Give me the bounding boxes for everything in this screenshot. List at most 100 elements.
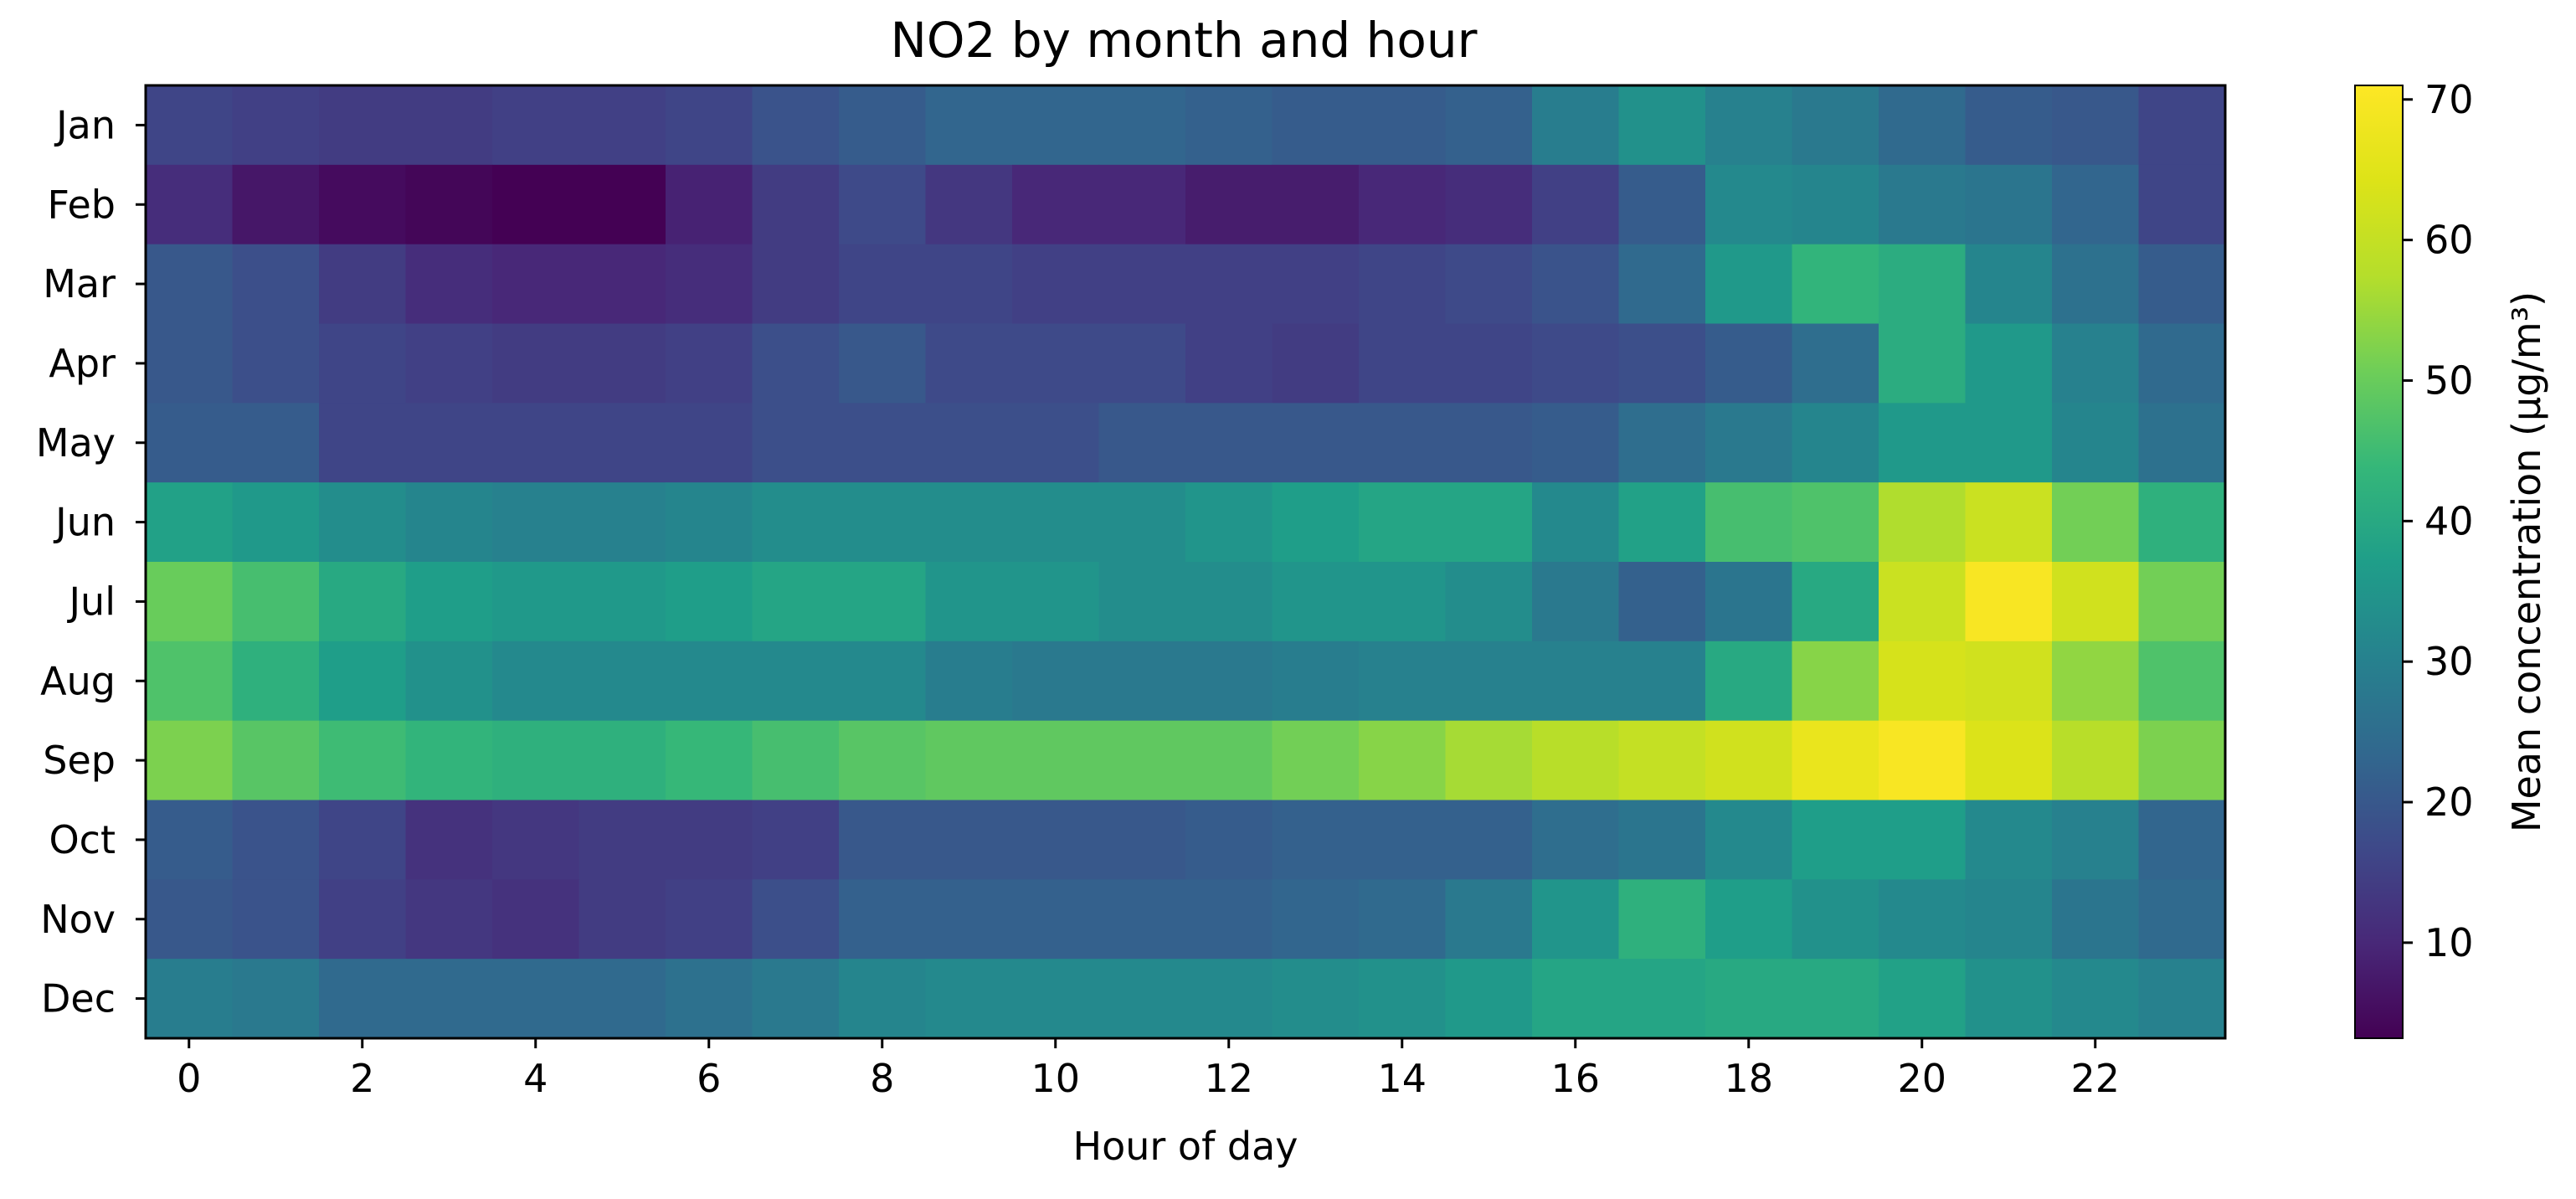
heatmap-cell bbox=[1012, 85, 1100, 166]
heatmap-cell bbox=[1879, 85, 1967, 166]
heatmap-cell bbox=[1098, 323, 1186, 404]
heatmap-cell bbox=[1185, 244, 1273, 325]
heatmap-cell bbox=[2138, 959, 2226, 1039]
heatmap-cell bbox=[1618, 800, 1706, 880]
heatmap-cell bbox=[839, 641, 927, 722]
heatmap-cell bbox=[492, 85, 580, 166]
heatmap-cell bbox=[666, 85, 753, 166]
heatmap-cell bbox=[146, 85, 234, 166]
heatmap-cell bbox=[146, 720, 234, 801]
heatmap-cell bbox=[925, 800, 1013, 880]
y-tick-label: Dec bbox=[41, 976, 116, 1021]
heatmap-cell bbox=[1012, 482, 1100, 563]
heatmap-cell bbox=[319, 641, 407, 722]
heatmap-cell bbox=[1272, 482, 1360, 563]
heatmap-cell bbox=[1618, 323, 1706, 404]
heatmap-cell bbox=[752, 641, 840, 722]
heatmap-cell bbox=[1098, 959, 1186, 1039]
x-tick-label: 16 bbox=[1550, 1056, 1600, 1101]
heatmap-cell bbox=[1098, 164, 1186, 245]
heatmap-cell bbox=[839, 879, 927, 960]
heatmap-cell bbox=[405, 879, 493, 960]
heatmap-cell bbox=[1445, 720, 1533, 801]
heatmap-cell bbox=[319, 85, 407, 166]
x-axis-label: Hour of day bbox=[1073, 1124, 1298, 1169]
heatmap-cell bbox=[232, 482, 320, 563]
heatmap-cell bbox=[1532, 164, 1620, 245]
chart-title: NO2 by month and hour bbox=[890, 12, 1477, 69]
x-tick-label: 4 bbox=[523, 1056, 548, 1101]
x-tick-label: 2 bbox=[350, 1056, 374, 1101]
heatmap-cell bbox=[1965, 959, 2053, 1039]
heatmap-cell bbox=[146, 562, 234, 642]
heatmap-cell bbox=[232, 403, 320, 483]
y-tick-label: Sep bbox=[43, 738, 116, 783]
heatmap-cell bbox=[2052, 800, 2140, 880]
heatmap-cell bbox=[1705, 244, 1793, 325]
heatmap-cell bbox=[839, 562, 927, 642]
heatmap-cell bbox=[752, 403, 840, 483]
heatmap-cell bbox=[1098, 85, 1186, 166]
heatmap-cell bbox=[1879, 720, 1967, 801]
heatmap-cell bbox=[1532, 720, 1620, 801]
heatmap-cell bbox=[1705, 959, 1793, 1039]
heatmap-cell bbox=[2052, 85, 2140, 166]
colorbar-tick-label: 30 bbox=[2424, 639, 2474, 684]
heatmap-cell bbox=[146, 323, 234, 404]
x-tick-label: 8 bbox=[870, 1056, 894, 1101]
heatmap-cell bbox=[2052, 403, 2140, 483]
heatmap-cell bbox=[925, 85, 1013, 166]
heatmap-cell bbox=[1532, 641, 1620, 722]
heatmap-cell bbox=[1879, 482, 1967, 563]
heatmap-cell bbox=[1618, 641, 1706, 722]
heatmap-cell bbox=[1618, 720, 1706, 801]
heatmap-cell bbox=[839, 164, 927, 245]
heatmap-cell bbox=[1012, 164, 1100, 245]
heatmap-cell bbox=[752, 800, 840, 880]
heatmap-cell bbox=[232, 879, 320, 960]
heatmap-cell bbox=[232, 959, 320, 1039]
heatmap-cell bbox=[1185, 720, 1273, 801]
heatmap-cell bbox=[146, 244, 234, 325]
heatmap-cell bbox=[1359, 482, 1447, 563]
heatmap-cell bbox=[1705, 800, 1793, 880]
heatmap-cell bbox=[1532, 800, 1620, 880]
heatmap-cell bbox=[752, 323, 840, 404]
heatmap-cell bbox=[1705, 482, 1793, 563]
heatmap-cell bbox=[1185, 85, 1273, 166]
heatmap-cell bbox=[146, 403, 234, 483]
heatmap-cell bbox=[1359, 323, 1447, 404]
heatmap-cell bbox=[1359, 879, 1447, 960]
heatmap-cell bbox=[232, 323, 320, 404]
heatmap-cell bbox=[578, 959, 666, 1039]
heatmap-cell bbox=[1618, 959, 1706, 1039]
heatmap-cell bbox=[319, 800, 407, 880]
x-tick-label: 14 bbox=[1377, 1056, 1427, 1101]
heatmap-cell bbox=[1879, 641, 1967, 722]
heatmap-cell bbox=[1445, 879, 1533, 960]
heatmap-cell bbox=[1012, 403, 1100, 483]
y-tick-label: Nov bbox=[40, 897, 116, 942]
heatmap-cell bbox=[232, 85, 320, 166]
heatmap-cell bbox=[1879, 879, 1967, 960]
heatmap-cell bbox=[1012, 879, 1100, 960]
heatmap-cell bbox=[578, 562, 666, 642]
heatmap-cell bbox=[1012, 562, 1100, 642]
heatmap-cell bbox=[839, 482, 927, 563]
heatmap-cell bbox=[925, 641, 1013, 722]
heatmap-cell bbox=[1272, 720, 1360, 801]
heatmap-cell bbox=[1445, 482, 1533, 563]
heatmap-cell bbox=[1879, 800, 1967, 880]
heatmap-cells bbox=[146, 85, 2226, 1039]
heatmap-cell bbox=[1879, 403, 1967, 483]
heatmap-cell bbox=[752, 959, 840, 1039]
heatmap-cell bbox=[1792, 244, 1879, 325]
heatmap-cell bbox=[492, 482, 580, 563]
heatmap-cell bbox=[1359, 403, 1447, 483]
heatmap-cell bbox=[2052, 562, 2140, 642]
colorbar-tick-label: 50 bbox=[2424, 358, 2474, 403]
heatmap-cell bbox=[1705, 403, 1793, 483]
heatmap-cell bbox=[146, 482, 234, 563]
heatmap-cell bbox=[1272, 403, 1360, 483]
heatmap-cell bbox=[925, 323, 1013, 404]
